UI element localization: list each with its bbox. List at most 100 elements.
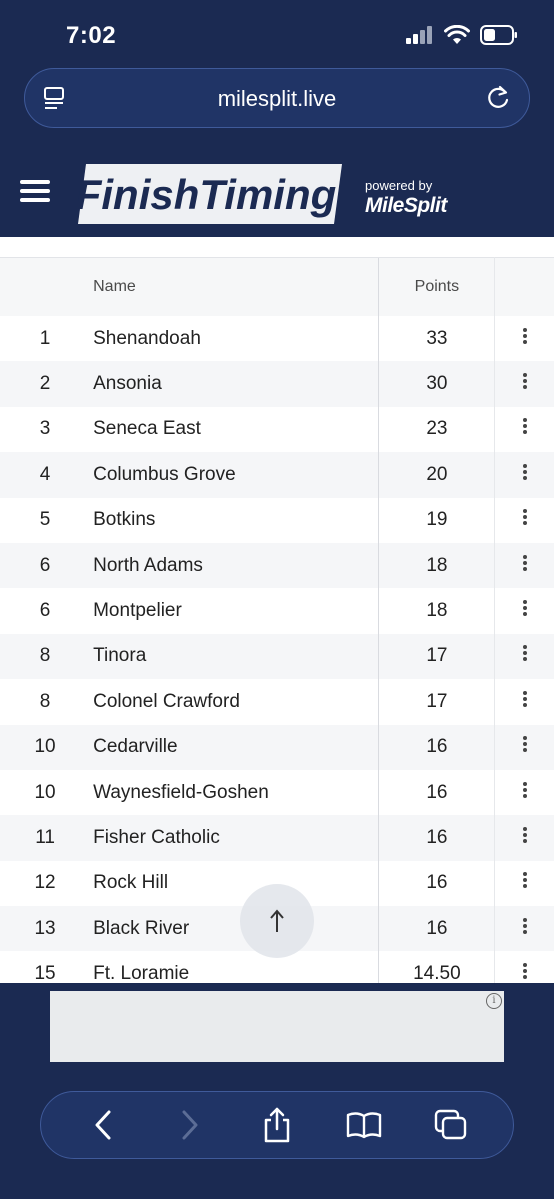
more-options-icon[interactable] bbox=[522, 416, 527, 436]
row-team-name[interactable]: Black River bbox=[90, 906, 379, 952]
row-points: 18 bbox=[378, 542, 496, 589]
table-row[interactable]: 5 Botkins 19 bbox=[0, 497, 554, 543]
table-row[interactable]: 10 Cedarville 16 bbox=[0, 724, 554, 770]
address-bar[interactable]: milesplit.live bbox=[24, 68, 530, 128]
row-team-name[interactable]: Seneca East bbox=[90, 406, 379, 453]
hamburger-menu-icon[interactable] bbox=[20, 180, 50, 204]
row-team-name[interactable]: Columbus Grove bbox=[90, 452, 379, 498]
table-row[interactable]: 6 Montpelier 18 bbox=[0, 588, 554, 634]
row-team-name[interactable]: Waynesfield-Goshen bbox=[90, 769, 379, 816]
more-options-icon[interactable] bbox=[522, 507, 527, 527]
scroll-to-top-button[interactable] bbox=[240, 884, 314, 958]
points-header[interactable]: Points bbox=[378, 257, 496, 316]
row-menu-button[interactable] bbox=[494, 361, 554, 407]
row-menu-button[interactable] bbox=[494, 497, 554, 543]
row-team-name[interactable]: Ansonia bbox=[90, 361, 379, 407]
ad-info-icon[interactable]: i bbox=[486, 993, 502, 1009]
row-rank: 8 bbox=[0, 679, 91, 725]
back-button[interactable] bbox=[83, 1105, 123, 1145]
row-menu-button[interactable] bbox=[494, 588, 554, 634]
row-team-name[interactable]: Botkins bbox=[90, 497, 379, 543]
tabs-icon bbox=[435, 1109, 467, 1140]
table-row[interactable]: 13 Black River 16 bbox=[0, 906, 554, 952]
svg-text:FinishTiming: FinishTiming bbox=[78, 171, 336, 218]
more-options-icon[interactable] bbox=[522, 462, 527, 482]
row-rank: 11 bbox=[0, 815, 91, 861]
more-options-icon[interactable] bbox=[522, 961, 527, 981]
row-points: 17 bbox=[378, 633, 496, 680]
row-team-name[interactable]: Fisher Catholic bbox=[90, 815, 379, 861]
share-button[interactable] bbox=[257, 1105, 297, 1145]
more-options-icon[interactable] bbox=[522, 371, 527, 391]
row-team-name[interactable]: Shenandoah bbox=[90, 316, 379, 362]
row-menu-button[interactable] bbox=[494, 633, 554, 680]
reader-view-icon[interactable] bbox=[43, 86, 67, 112]
row-menu-button[interactable] bbox=[494, 452, 554, 498]
row-menu-button[interactable] bbox=[494, 406, 554, 453]
more-options-icon[interactable] bbox=[522, 825, 527, 845]
bookmarks-button[interactable] bbox=[344, 1105, 384, 1145]
reload-icon[interactable] bbox=[485, 84, 511, 112]
row-points: 20 bbox=[378, 452, 496, 498]
more-options-icon[interactable] bbox=[522, 326, 527, 346]
table-row[interactable]: 1 Shenandoah 33 bbox=[0, 316, 554, 362]
row-menu-button[interactable] bbox=[494, 316, 554, 362]
url-text[interactable]: milesplit.live bbox=[217, 86, 337, 111]
row-rank: 5 bbox=[0, 497, 91, 543]
table-row[interactable]: 8 Colonel Crawford 17 bbox=[0, 679, 554, 725]
row-menu-button[interactable] bbox=[494, 815, 554, 861]
row-menu-button[interactable] bbox=[494, 860, 554, 907]
team-scores-table: Name Points 1 Shenandoah 33 2 Ansonia 30 3 Sene… bbox=[0, 257, 554, 983]
row-rank: 13 bbox=[0, 906, 91, 952]
finishtiming-logo[interactable]: FinishTiming bbox=[78, 164, 342, 224]
row-rank: 2 bbox=[0, 361, 91, 407]
row-menu-button[interactable] bbox=[494, 906, 554, 952]
table-row[interactable]: 6 North Adams 18 bbox=[0, 542, 554, 589]
more-options-icon[interactable] bbox=[522, 870, 527, 890]
row-team-name[interactable]: Tinora bbox=[90, 633, 379, 680]
row-points: 23 bbox=[378, 406, 496, 453]
table-row[interactable]: 4 Columbus Grove 20 bbox=[0, 452, 554, 498]
row-team-name[interactable]: Montpelier bbox=[90, 588, 379, 634]
row-menu-button[interactable] bbox=[494, 769, 554, 816]
milesplit-logo[interactable]: MileSplit bbox=[365, 194, 447, 217]
more-options-icon[interactable] bbox=[522, 734, 527, 754]
row-points: 19 bbox=[378, 497, 496, 543]
row-points: 18 bbox=[378, 588, 496, 634]
row-team-name[interactable]: North Adams bbox=[90, 542, 379, 589]
table-row[interactable]: 3 Seneca East 23 bbox=[0, 406, 554, 453]
row-points: 16 bbox=[378, 769, 496, 816]
table-row[interactable]: 12 Rock Hill 16 bbox=[0, 860, 554, 907]
row-rank: 1 bbox=[0, 316, 91, 362]
row-team-name[interactable]: Colonel Crawford bbox=[90, 679, 379, 725]
ad-banner[interactable]: i bbox=[50, 991, 504, 1062]
more-options-icon[interactable] bbox=[522, 916, 527, 936]
more-options-icon[interactable] bbox=[522, 553, 527, 573]
row-team-name[interactable]: Cedarville bbox=[90, 724, 379, 770]
battery-icon bbox=[480, 25, 517, 45]
table-row[interactable]: 8 Tinora 17 bbox=[0, 633, 554, 680]
table-row[interactable]: 2 Ansonia 30 bbox=[0, 361, 554, 407]
more-options-icon[interactable] bbox=[522, 598, 527, 618]
table-row[interactable]: 15 Ft. Loramie 14.50 bbox=[0, 951, 554, 983]
more-options-icon[interactable] bbox=[522, 780, 527, 800]
row-menu-button[interactable] bbox=[494, 542, 554, 589]
row-menu-button[interactable] bbox=[494, 951, 554, 983]
forward-button[interactable] bbox=[170, 1105, 210, 1145]
row-team-name[interactable]: Ft. Loramie bbox=[90, 951, 379, 983]
chevron-right-icon bbox=[182, 1110, 198, 1140]
name-header[interactable]: Name bbox=[90, 257, 379, 316]
powered-by-text: powered by bbox=[365, 178, 433, 193]
more-options-icon[interactable] bbox=[522, 689, 527, 709]
table-row[interactable]: 10 Waynesfield-Goshen 16 bbox=[0, 769, 554, 816]
chevron-left-icon bbox=[95, 1110, 111, 1140]
row-menu-button[interactable] bbox=[494, 679, 554, 725]
table-row[interactable]: 11 Fisher Catholic 16 bbox=[0, 815, 554, 861]
row-team-name[interactable]: Rock Hill bbox=[90, 860, 379, 907]
tabs-button[interactable] bbox=[431, 1105, 471, 1145]
more-options-icon[interactable] bbox=[522, 643, 527, 663]
wifi-icon bbox=[444, 25, 470, 44]
status-bar: 7:02 bbox=[0, 0, 554, 70]
row-menu-button[interactable] bbox=[494, 724, 554, 770]
results-table-container[interactable]: Name Points 1 Shenandoah 33 2 Ansonia 30 3 Sene… bbox=[0, 237, 554, 983]
